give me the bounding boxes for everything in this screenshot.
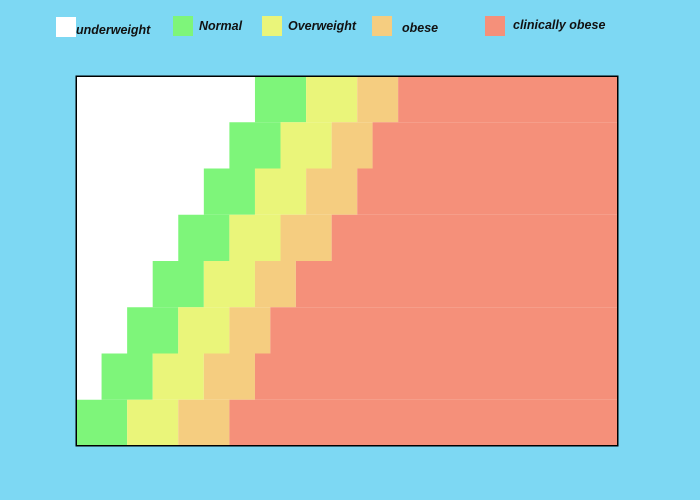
band-obese-row-4 — [254, 261, 296, 308]
band-clinically-obese-row-3 — [331, 214, 618, 261]
legend-swatch-underweight — [56, 17, 76, 37]
band-overweight-row-1 — [280, 122, 332, 169]
band-normal-row-7 — [76, 399, 128, 446]
band-obese-row-5 — [229, 307, 271, 354]
bmi-heatmap — [75, 75, 619, 447]
legend-swatch-normal — [173, 16, 193, 36]
legend-item-underweight: underweight — [56, 17, 150, 37]
band-normal-row-5 — [127, 307, 179, 354]
band-clinically-obese-row-4 — [295, 261, 618, 308]
band-clinically-obese-row-5 — [270, 307, 618, 354]
band-clinically-obese-row-1 — [372, 122, 618, 169]
band-clinically-obese-row-6 — [254, 353, 618, 400]
band-normal-row-0 — [254, 76, 307, 123]
band-obese-row-6 — [203, 353, 255, 400]
band-overweight-row-0 — [306, 76, 358, 123]
band-overweight-row-2 — [254, 168, 307, 215]
band-overweight-row-7 — [127, 399, 179, 446]
band-overweight-row-3 — [229, 214, 281, 261]
legend-swatch-overweight — [262, 16, 282, 36]
band-normal-row-1 — [229, 122, 281, 169]
band-obese-row-1 — [331, 122, 373, 169]
legend-swatch-clinically-obese — [485, 16, 505, 36]
band-overweight-row-6 — [152, 353, 204, 400]
legend-item-clinically-obese: clinically obese — [485, 16, 605, 36]
legend-item-overweight: Overweight — [262, 16, 356, 36]
band-obese-row-7 — [178, 399, 230, 446]
band-clinically-obese-row-0 — [398, 76, 618, 123]
band-clinically-obese-row-7 — [229, 399, 618, 446]
legend-label-obese: obese — [402, 21, 439, 35]
band-normal-row-4 — [152, 261, 204, 308]
band-obese-row-0 — [357, 76, 399, 123]
legend-item-normal: Normal — [173, 16, 242, 36]
band-normal-row-3 — [178, 214, 230, 261]
band-normal-row-2 — [203, 168, 255, 215]
legend-swatch-obese — [372, 16, 392, 36]
band-normal-row-6 — [101, 353, 153, 400]
band-clinically-obese-row-2 — [357, 168, 618, 215]
legend-item-obese: obese — [372, 16, 438, 36]
plot-border — [76, 76, 618, 446]
legend-label-underweight: underweight — [76, 23, 151, 37]
legend: underweight Normal Overweight obese clin… — [0, 0, 700, 50]
band-overweight-row-5 — [178, 307, 230, 354]
band-obese-row-3 — [280, 214, 332, 261]
legend-label-normal: Normal — [199, 19, 243, 33]
band-obese-row-2 — [306, 168, 358, 215]
legend-label-overweight: Overweight — [288, 19, 357, 33]
band-overweight-row-4 — [203, 261, 255, 308]
legend-label-clinically-obese: clinically obese — [513, 18, 606, 32]
